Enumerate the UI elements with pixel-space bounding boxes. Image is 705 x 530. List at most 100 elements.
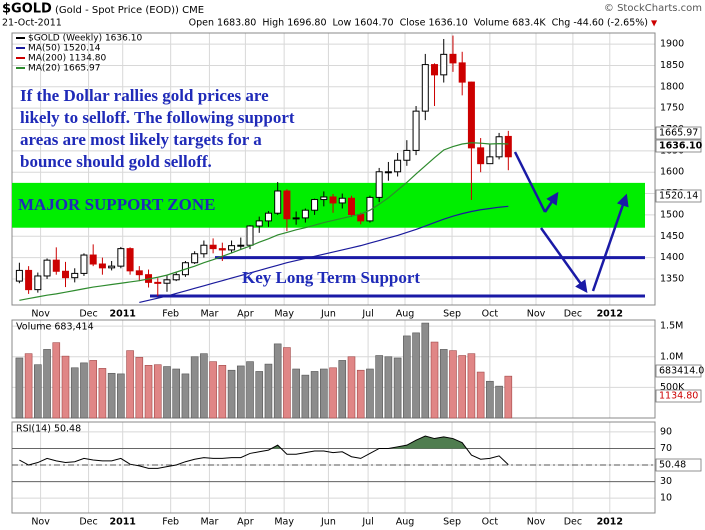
y-tick-label: 1400 [660, 252, 684, 263]
candle-body [172, 274, 180, 281]
rsi-line [19, 435, 509, 469]
x-tick-label: Feb [162, 517, 179, 528]
annotation-text: areas are most likely targets for a [20, 130, 262, 149]
value-box [655, 389, 702, 403]
x-tick-label: Jun [320, 517, 336, 528]
volume-bar [393, 357, 402, 419]
candle-body [246, 225, 254, 246]
candle-body [108, 265, 116, 269]
volume-bar [292, 368, 300, 419]
zone-label: MAJOR SUPPORT ZONE [18, 195, 215, 214]
candle-body [117, 248, 125, 267]
volume-bar [236, 365, 245, 419]
candle-body [237, 244, 245, 247]
volume-bar [412, 332, 420, 419]
panel-frame [11, 32, 656, 306]
volume-bar [273, 343, 282, 419]
support-zone [12, 182, 645, 228]
candle-body [495, 136, 503, 158]
volume-bar [52, 342, 61, 419]
candle-body [477, 147, 485, 165]
candle-body [43, 259, 51, 277]
volume-bar [24, 353, 33, 419]
x-tick-label: Aug [396, 517, 415, 528]
moving-average [139, 205, 509, 304]
candle-body [25, 269, 33, 291]
volume-bar [107, 372, 116, 419]
volume-bar [209, 361, 217, 419]
candle-body [200, 244, 208, 255]
x-tick-label: Feb [162, 309, 179, 320]
moving-average [19, 142, 509, 301]
volume-bar [126, 350, 134, 419]
candle-body [320, 196, 328, 201]
volume-bar [320, 368, 328, 419]
x-tick-label: 2011 [109, 309, 135, 320]
volume-bar [181, 373, 190, 419]
x-tick-label: Dec [564, 309, 582, 320]
y-tick-label: 1.0M [660, 351, 683, 362]
y-tick-label: 30 [660, 476, 672, 487]
arrow [591, 193, 629, 292]
y-tick-label: 1500 [660, 209, 684, 220]
legend-entry: MA(200) 1134.80 [28, 54, 106, 64]
y-tick-label: 70 [660, 443, 672, 454]
legend-entry: MA(20) 1665.97 [28, 64, 100, 74]
candle-body [218, 248, 226, 251]
volume-bar [135, 357, 144, 419]
volume-bar [384, 356, 393, 419]
value-box-label: 1636.10 [659, 141, 703, 152]
volume-bar [98, 368, 107, 419]
y-tick-label: 1850 [660, 60, 684, 71]
candle-body [301, 209, 309, 219]
value-box-label: 50.48 [659, 460, 686, 471]
y-tick-label: 90 [660, 426, 672, 437]
x-tick-label: 2011 [109, 517, 135, 528]
candle-body [98, 263, 106, 269]
candle-body [486, 156, 494, 165]
volume-bar [255, 371, 264, 419]
volume-bar [486, 380, 494, 419]
x-tick-label: Dec [79, 309, 97, 320]
quote: Open 1683.80 High 1696.80 Low 1604.70 Cl… [189, 18, 648, 29]
candle-body [264, 212, 272, 222]
value-box [655, 458, 702, 472]
volume-bar [34, 364, 42, 419]
x-tick-label: Nov [527, 517, 546, 528]
support-label: Key Long Term Support [242, 268, 420, 287]
x-tick-label: Mar [200, 517, 218, 528]
volume-bar [70, 367, 79, 419]
volume-bar [430, 341, 439, 419]
volume-bar [504, 375, 513, 419]
value-box-label: 683414.0 [659, 366, 704, 377]
value-box-label: 1134.80 [659, 391, 698, 402]
legend-entry: $GOLD (Weekly) 1636.10 [28, 34, 142, 44]
candle-body [71, 272, 79, 279]
x-tick-label: Oct [482, 517, 499, 528]
arrow [539, 227, 588, 294]
volume-bar [163, 366, 171, 419]
candle-body [449, 53, 457, 64]
symbol: $GOLD [2, 2, 52, 17]
candle-body [421, 64, 429, 112]
candle-body [274, 190, 282, 214]
volume-bar [458, 355, 466, 419]
candle-body [504, 135, 512, 158]
candle-body [403, 149, 411, 161]
volume-bar [310, 371, 319, 419]
candle-body [412, 110, 420, 151]
candle-body [15, 269, 23, 282]
candle-body [347, 197, 355, 215]
candle-body [384, 171, 392, 174]
candle-body [163, 279, 171, 284]
value-box [655, 126, 702, 140]
volume-bar [200, 353, 208, 419]
volume-bar [495, 385, 503, 419]
volume-bar [421, 322, 430, 419]
volume-bar [329, 367, 337, 419]
volume-bar [153, 364, 162, 419]
candle-body [255, 220, 263, 227]
annotation-text: likely to selloff. The following support [20, 108, 295, 127]
x-tick-label: Nov [31, 517, 50, 528]
